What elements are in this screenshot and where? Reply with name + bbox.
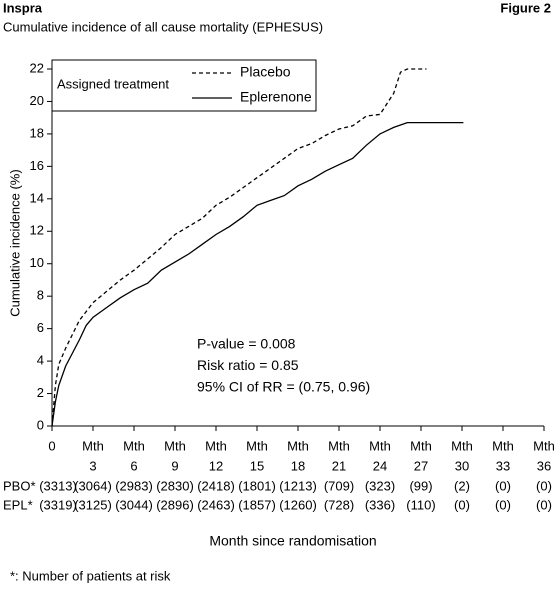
x-tick-prefix: Mth (369, 438, 391, 453)
risk-count: (2896) (156, 497, 194, 512)
figure-label: Figure 2 (500, 0, 551, 15)
risk-count: (99) (409, 478, 432, 493)
risk-count: (3064) (74, 478, 112, 493)
x-tick-label: 0 (48, 438, 55, 453)
risk-row-label: EPL* (3, 497, 33, 512)
y-tick-label: 10 (30, 255, 44, 270)
risk-count: (2418) (197, 478, 235, 493)
risk-count: (336) (365, 497, 395, 512)
y-axis-label: Cumulative incidence (%) (7, 169, 22, 316)
risk-count: (3044) (115, 497, 153, 512)
x-tick-label: 27 (414, 458, 428, 473)
risk-count: (0) (454, 497, 470, 512)
risk-count: (3319) (39, 497, 77, 512)
y-tick-label: 4 (37, 353, 44, 368)
risk-count: (3125) (74, 497, 112, 512)
x-tick-label: 24 (373, 458, 387, 473)
x-axis-label: Month since randomisation (209, 533, 376, 549)
y-tick-label: 0 (37, 417, 44, 432)
risk-count: (323) (365, 478, 395, 493)
x-tick-label: 9 (171, 458, 178, 473)
y-tick-label: 12 (30, 223, 44, 238)
brand: Inspra (3, 0, 43, 15)
x-tick-label: 12 (209, 458, 223, 473)
x-tick-prefix: Mth (246, 438, 268, 453)
y-tick-label: 2 (37, 385, 44, 400)
risk-count: (0) (495, 497, 511, 512)
series-line (51, 121, 464, 427)
x-tick-label: 18 (291, 458, 305, 473)
risk-row-label: PBO* (3, 478, 36, 493)
x-tick-prefix: Mth (328, 438, 350, 453)
risk-count: (1260) (279, 497, 317, 512)
risk-count: (1213) (279, 478, 317, 493)
y-tick-label: 6 (37, 320, 44, 335)
x-tick-label: 33 (496, 458, 510, 473)
x-tick-prefix: Mth (205, 438, 227, 453)
risk-count: (1801) (238, 478, 276, 493)
risk-count: (1857) (238, 497, 276, 512)
x-tick-label: 36 (537, 458, 551, 473)
y-tick-label: 8 (37, 288, 44, 303)
x-tick-prefix: Mth (123, 438, 145, 453)
legend-title: Assigned treatment (57, 76, 169, 91)
y-tick-label: 18 (30, 125, 44, 140)
x-tick-label: 30 (455, 458, 469, 473)
risk-count: (3313) (39, 478, 77, 493)
y-tick-label: 22 (30, 60, 44, 75)
x-tick-prefix: Mth (533, 438, 555, 453)
risk-count: (2463) (197, 497, 235, 512)
y-tick-label: 20 (30, 93, 44, 108)
annotation: Risk ratio = 0.85 (197, 357, 299, 373)
x-tick-prefix: Mth (164, 438, 186, 453)
annotation: 95% CI of RR = (0.75, 0.96) (197, 379, 370, 395)
chart-title: Cumulative incidence of all cause mortal… (3, 19, 323, 34)
risk-count: (709) (324, 478, 354, 493)
legend-label: Eplerenone (240, 89, 312, 105)
legend-label: Placebo (240, 64, 291, 80)
x-tick-label: 15 (250, 458, 264, 473)
risk-count: (0) (536, 497, 552, 512)
x-tick-label: 3 (89, 458, 96, 473)
risk-count: (2) (454, 478, 470, 493)
y-tick-label: 16 (30, 158, 44, 173)
x-tick-prefix: Mth (82, 438, 104, 453)
x-tick-prefix: Mth (410, 438, 432, 453)
risk-count: (0) (536, 478, 552, 493)
x-tick-prefix: Mth (451, 438, 473, 453)
annotation: P-value = 0.008 (197, 336, 296, 352)
risk-count: (728) (324, 497, 354, 512)
x-tick-label: 21 (332, 458, 346, 473)
x-tick-label: 6 (130, 458, 137, 473)
risk-count: (0) (495, 478, 511, 493)
footnote: *: Number of patients at risk (10, 568, 171, 583)
legend-box (51, 59, 317, 112)
risk-count: (2983) (115, 478, 153, 493)
x-tick-prefix: Mth (287, 438, 309, 453)
risk-count: (2830) (156, 478, 194, 493)
risk-count: (110) (406, 497, 435, 512)
x-tick-prefix: Mth (492, 438, 514, 453)
y-tick-label: 14 (30, 190, 44, 205)
